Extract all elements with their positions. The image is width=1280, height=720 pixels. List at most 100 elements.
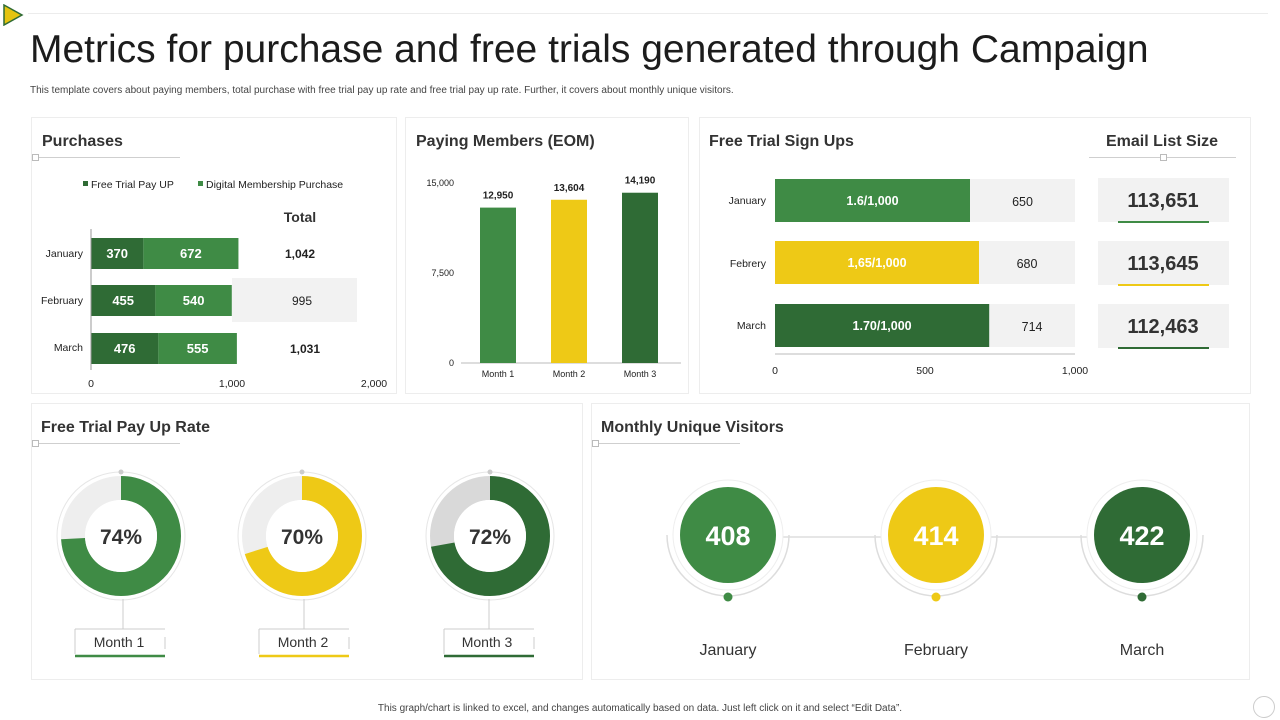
member-bar <box>622 192 658 363</box>
bar-free-trial-pay-up <box>91 285 156 316</box>
footer-note: This graph/chart is linked to excel, and… <box>377 703 903 714</box>
title-underline <box>36 443 180 444</box>
x-tick-label: 0 <box>88 378 94 390</box>
bar-free-trial-pay-up <box>91 333 159 364</box>
purchases-card: Purchases Free Trial Pay UP Digital Memb… <box>31 117 397 394</box>
month-label: March <box>1120 642 1164 659</box>
category-label: Febrery <box>730 258 767 270</box>
total-value: 995 <box>292 294 312 308</box>
underline-marker <box>592 440 599 447</box>
category-label: Month 3 <box>624 369 657 379</box>
x-tick-label: 1,000 <box>219 378 245 390</box>
title-underline <box>596 443 740 444</box>
category-label: January <box>729 195 767 207</box>
x-tick-label: 500 <box>916 365 934 377</box>
signup-bar <box>775 179 970 222</box>
total-header: Total <box>284 209 316 225</box>
bar-rate-label: 1,65/1,000 <box>847 256 906 270</box>
legend-label-free-trial: Free Trial Pay UP <box>91 179 174 191</box>
bar-value-label: 680 <box>1017 257 1038 271</box>
y-tick-label: 7,500 <box>431 268 454 278</box>
bubble-dot <box>1137 592 1147 602</box>
underline-marker <box>32 154 39 161</box>
email-list-box: 113,645 <box>1098 241 1229 286</box>
email-list-value: 113,651 <box>1127 190 1198 212</box>
month-label: February <box>904 642 968 659</box>
bubble-value-label: 408 <box>705 521 750 551</box>
donut-marker-dot <box>299 469 305 475</box>
bar-rate-label: 1.70/1,000 <box>853 319 912 333</box>
legend-swatch-free-trial <box>83 181 88 186</box>
category-label: January <box>46 248 84 260</box>
donut-arc <box>61 476 181 596</box>
paying-members-chart: 0 7,500 15,000 12,950 13,604 14,190 Month … <box>426 176 681 379</box>
purchases-title: Purchases <box>42 133 123 150</box>
visitors-chart: 408 414 422 January February March <box>666 479 1204 659</box>
member-bar <box>551 199 587 363</box>
legend-label-digital: Digital Membership Purchase <box>206 179 343 191</box>
bar-value-label: 540 <box>183 293 205 308</box>
legend: Free Trial Pay UP Digital Membership Pur… <box>83 179 343 191</box>
bubble-value-label: 422 <box>1119 521 1164 551</box>
nav-circle-icon[interactable] <box>1253 696 1275 718</box>
page-subtitle: This template covers about paying member… <box>30 85 734 96</box>
purchases-chart: Free Trial Pay UP Digital Membership Pur… <box>41 179 387 390</box>
signup-bar <box>775 304 990 347</box>
category-label: March <box>54 342 83 354</box>
donut-marker-dot <box>118 469 124 475</box>
pay-up-rate-chart: 74% 70% 72% Month 1 Month 2 Month 3 <box>56 469 555 658</box>
legend-swatch-digital <box>198 181 203 186</box>
pay-up-rate-title: Free Trial Pay Up Rate <box>41 419 210 436</box>
category-label: Month 1 <box>482 369 515 379</box>
bar-digital-membership <box>158 333 237 364</box>
page-title: Metrics for purchase and free trials gen… <box>30 28 1149 71</box>
donut-center <box>454 500 526 572</box>
y-tick-label: 0 <box>449 358 454 368</box>
month-label: January <box>700 642 757 659</box>
play-icon <box>3 4 24 26</box>
underline-marker <box>1160 154 1167 161</box>
email-list-value: 112,463 <box>1127 316 1198 338</box>
bar-digital-membership <box>155 285 232 316</box>
email-list-box: 113,651 <box>1098 178 1229 223</box>
email-list-value: 113,645 <box>1127 253 1198 275</box>
bar-value-label: 14,190 <box>625 176 656 187</box>
donut-center <box>85 500 157 572</box>
x-tick-label: 0 <box>772 365 778 377</box>
category-label: February <box>41 295 84 307</box>
donut-center <box>266 500 338 572</box>
category-label: March <box>737 320 766 332</box>
total-highlight-band <box>232 278 357 322</box>
donut-arc <box>430 476 550 596</box>
visitor-bubble <box>680 487 776 583</box>
bar-value-label: 650 <box>1012 195 1033 209</box>
bar-digital-membership <box>143 238 239 269</box>
bar-value-label: 714 <box>1022 320 1043 334</box>
bar-value-label: 555 <box>187 341 209 356</box>
paying-members-card: Paying Members (EOM) 0 7,500 15,000 12,9… <box>405 117 689 394</box>
bar-rate-label: 1.6/1,000 <box>846 194 898 208</box>
month-label: Month 3 <box>462 634 513 650</box>
visitor-bubble <box>888 487 984 583</box>
donut-value-label: 74% <box>100 526 142 549</box>
bar-value-label: 672 <box>180 246 202 261</box>
title-underline <box>36 157 180 158</box>
donut-arc <box>242 476 362 596</box>
bar-value-label: 370 <box>106 246 128 261</box>
donut-value-label: 72% <box>469 526 511 549</box>
visitors-card: Monthly Unique Visitors 408 414 422 Januar… <box>591 403 1250 680</box>
donut-value-label: 70% <box>281 526 323 549</box>
free-trial-signups-title: Free Trial Sign Ups <box>709 133 854 150</box>
month-label-box: Month 1 <box>74 599 166 658</box>
donut-marker-dot <box>487 469 493 475</box>
x-tick-label: 1,000 <box>1062 365 1088 377</box>
signups-chart: 1.6/1,000 650 1,65/1,000 680 1.70/1,000 714 J… <box>729 178 1229 377</box>
visitor-bubble <box>1094 487 1190 583</box>
bar-value-label: 12,950 <box>483 191 514 202</box>
signup-bar <box>775 241 979 284</box>
pay-up-rate-card: Free Trial Pay Up Rate 74% 70% 72% Month 1… <box>31 403 583 680</box>
month-label-box: Month 2 <box>258 599 350 658</box>
bar-free-trial-pay-up <box>91 238 144 269</box>
category-label: Month 2 <box>553 369 586 379</box>
x-tick-label: 2,000 <box>361 378 387 390</box>
